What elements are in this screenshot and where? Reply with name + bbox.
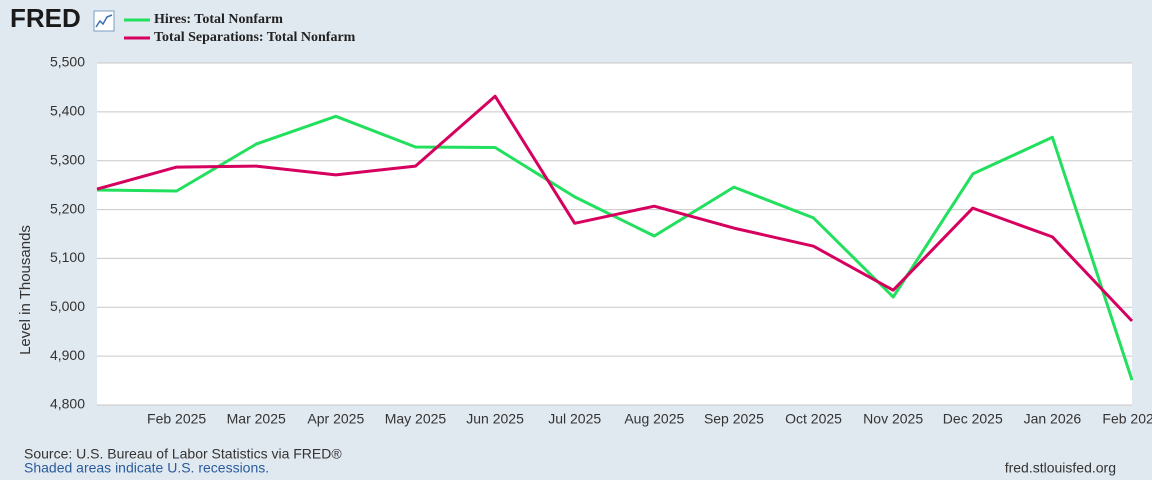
x-tick-label: Sep 2025	[704, 411, 764, 427]
legend-label: Total Separations: Total Nonfarm	[154, 30, 356, 45]
y-tick-label: 4,900	[50, 347, 85, 363]
series-line	[96, 114, 1134, 381]
plot-area	[97, 63, 1132, 405]
x-tick-label: May 2025	[385, 411, 447, 427]
x-tick-label: Dec 2025	[943, 411, 1003, 427]
x-tick-label: Jun 2025	[466, 411, 524, 427]
y-tick-label: 5,000	[50, 298, 85, 314]
site[interactable]: fred.stlouisfed.org	[1005, 460, 1116, 476]
x-tick-label: Jul 2025	[548, 411, 601, 427]
y-tick-label: 5,200	[50, 200, 85, 216]
y-tick-label: 5,500	[50, 54, 85, 70]
y-tick-label: 4,800	[50, 396, 85, 412]
x-tick-label: Aug 2025	[624, 411, 684, 427]
x-tick-label: Nov 2025	[863, 411, 923, 427]
x-tick-label: Mar 2025	[227, 411, 286, 427]
source: Source: U.S. Bureau of Labor Statistics …	[24, 446, 342, 462]
x-tick-label: Feb 2025	[147, 411, 206, 427]
y-axis-label: Level in Thousands	[17, 225, 34, 355]
x-tick-label: Oct 2025	[785, 411, 842, 427]
y-tick-label: 5,100	[50, 249, 85, 265]
legend-label: Hires: Total Nonfarm	[154, 12, 283, 27]
y-tick-label: 5,300	[50, 151, 85, 167]
logo[interactable]: FRED	[10, 3, 81, 33]
x-tick-label: Jan 2026	[1024, 411, 1082, 427]
note[interactable]: Shaded areas indicate U.S. recessions.	[24, 460, 269, 476]
y-tick-label: 5,400	[50, 103, 85, 119]
series-line	[96, 94, 1134, 323]
x-tick-label: Apr 2025	[307, 411, 364, 427]
x-tick-label: Feb 2026	[1102, 411, 1152, 427]
logo-icon	[93, 10, 115, 32]
